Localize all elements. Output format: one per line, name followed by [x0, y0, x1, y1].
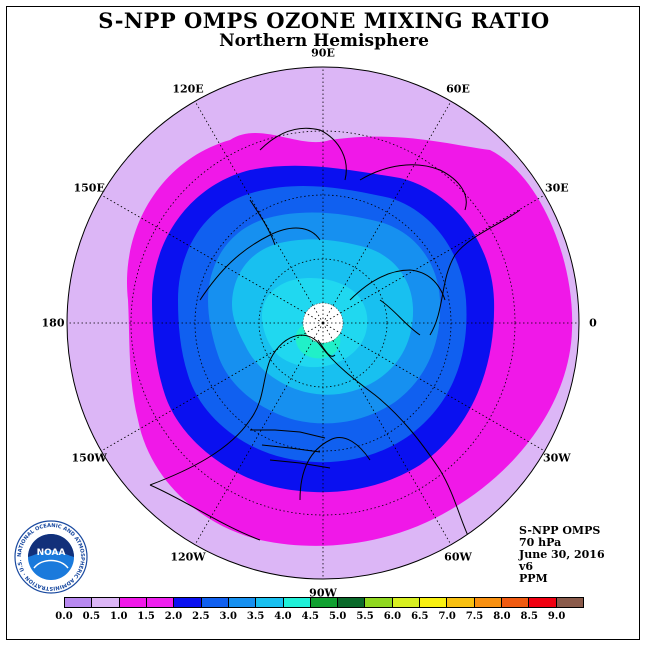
- colorbar-cell: [529, 598, 557, 607]
- parallel-circle: [194, 194, 452, 452]
- info-instrument: S-NPP OMPS: [519, 524, 601, 537]
- parallel-circle: [130, 130, 516, 516]
- meridian-line: [194, 101, 324, 324]
- noaa-logo: NATIONAL OCEANIC AND ATMOSPHERIC ADMINIS…: [11, 516, 88, 594]
- info-level: 70 hPa: [519, 536, 562, 549]
- colorbar-cell: [283, 598, 311, 607]
- colorbar-tick-label: 9.0: [547, 611, 566, 622]
- colorbar-tick-label: 3.0: [219, 611, 237, 622]
- longitude-label: 90E: [311, 46, 335, 60]
- colorbar-cell: [119, 598, 147, 607]
- colorbar-cell: [392, 598, 421, 607]
- meridian-line: [322, 322, 545, 452]
- colorbar-cell: [338, 598, 366, 607]
- longitude-label: 60W: [444, 550, 472, 564]
- colorbar-tick-label: 4.5: [301, 611, 320, 622]
- colorbar-cell: [174, 598, 202, 607]
- graticule: [67, 67, 579, 579]
- longitude-label: 120E: [172, 82, 204, 96]
- colorbar-cell: [146, 598, 175, 607]
- meridian-line: [101, 322, 324, 452]
- colorbar-tick-label: 0.5: [82, 611, 101, 622]
- coastlines: [149, 127, 521, 541]
- colorbar-tick-label: 8.5: [520, 611, 538, 622]
- noaa-logo-text: NOAA: [37, 548, 66, 558]
- parallel-circle: [258, 258, 388, 388]
- info-date: June 30, 2016: [519, 548, 605, 561]
- colorbar-cell: [474, 598, 502, 607]
- longitude-label: 60E: [446, 82, 470, 96]
- plot-frame: [6, 6, 640, 640]
- colorbar-cell: [65, 598, 93, 607]
- longitude-label: 120W: [170, 550, 206, 564]
- colorbar-tick-label: 5.0: [328, 611, 347, 622]
- meridian-line: [322, 101, 452, 324]
- meridian-line: [322, 322, 452, 545]
- colorbar-cell: [556, 598, 583, 607]
- meridian-line: [194, 322, 324, 545]
- colorbar: [64, 597, 584, 608]
- colorbar-cell: [365, 598, 393, 607]
- info-version: v6: [519, 560, 534, 573]
- colorbar-tick-label: 7.5: [465, 611, 484, 622]
- map-title: S-NPP OMPS OZONE MIXING RATIO: [98, 8, 550, 33]
- colorbar-cell: [92, 598, 120, 607]
- map-subtitle: Northern Hemisphere: [219, 31, 429, 51]
- colorbar-tick-label: 5.5: [356, 611, 374, 622]
- longitude-label: 180: [41, 316, 65, 330]
- colorbar-cell: [502, 598, 530, 607]
- colorbar-cell: [256, 598, 284, 607]
- colorbar-tick-label: 2.0: [164, 611, 183, 622]
- colorbar-tick-label: 4.0: [274, 611, 292, 622]
- info-unit: PPM: [519, 572, 548, 585]
- colorbar-tick-label: 6.5: [411, 611, 429, 622]
- colorbar-tick-label: 3.5: [246, 611, 265, 622]
- colorbar-tick-label: 2.5: [192, 611, 210, 622]
- colorbar-tick-label: 6.0: [383, 611, 402, 622]
- map-boundary: [66, 66, 580, 580]
- colorbar-tick-label: 1.5: [137, 611, 155, 622]
- longitude-label: 150E: [73, 181, 105, 195]
- colorbar-tick-label: 0.0: [55, 611, 73, 622]
- longitude-label: 30W: [542, 451, 571, 465]
- longitude-label: 150W: [71, 451, 107, 465]
- colorbar-cell: [228, 598, 257, 607]
- colorbar-tick-label: 7.0: [438, 611, 456, 622]
- longitude-label: 90W: [309, 586, 337, 600]
- colorbar-tick-label: 8.0: [493, 611, 511, 622]
- colorbar-tick-label: 1.0: [110, 611, 128, 622]
- colorbar-cell: [201, 598, 229, 607]
- longitude-label: 0: [589, 316, 597, 330]
- colorbar-cell: [310, 598, 339, 607]
- colorbar-cell: [420, 598, 448, 607]
- colorbar-cell: [447, 598, 475, 607]
- longitude-label: 30E: [544, 181, 569, 195]
